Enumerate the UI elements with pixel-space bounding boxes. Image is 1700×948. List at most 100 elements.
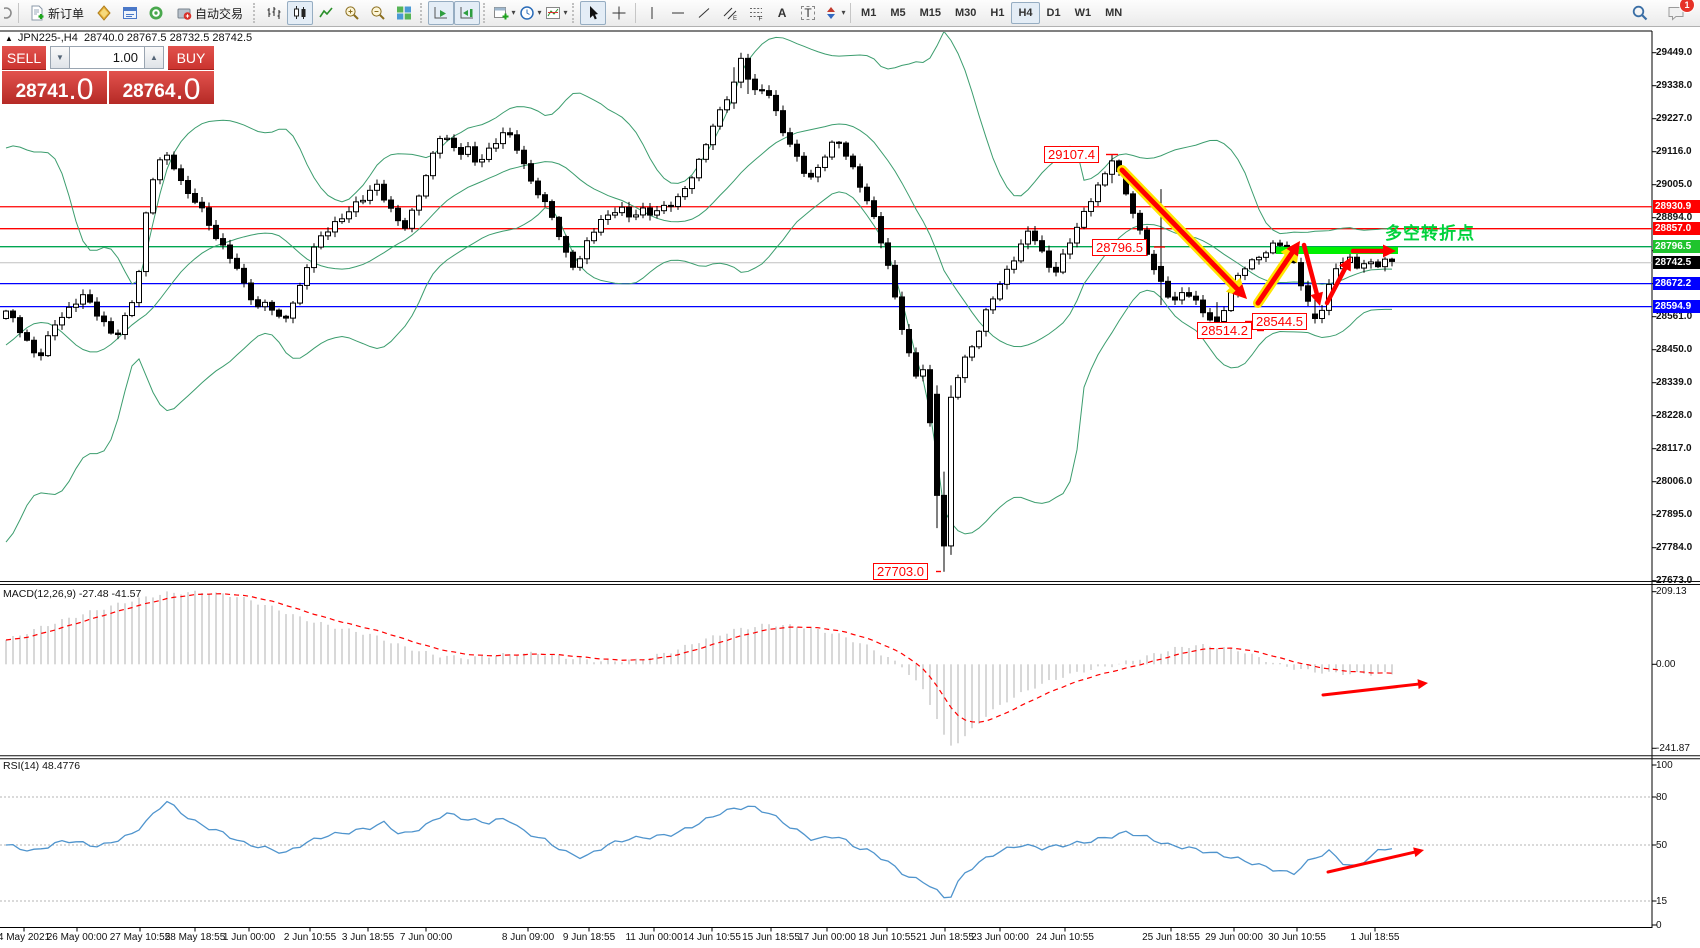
timeframe-mn[interactable]: MN: [1105, 7, 1123, 19]
time-tick-label: 29 Jun 00:00: [1205, 932, 1263, 943]
timeframe-d1[interactable]: D1: [1046, 7, 1061, 19]
price-level-label: 28930.9: [1653, 200, 1700, 214]
metaeditor-button[interactable]: [91, 1, 117, 25]
clipped-app-icon: [3, 1, 15, 25]
timeframe-w1[interactable]: W1: [1074, 7, 1092, 19]
price-label-annotation[interactable]: 29107.4: [1044, 146, 1099, 163]
new-order-button[interactable]: 新订单: [22, 1, 91, 25]
arrows-tool-dropdown[interactable]: ▾: [821, 1, 847, 25]
trendline-tool-button[interactable]: [691, 1, 717, 25]
volume-stepper: ▼ 1.00 ▲: [50, 46, 164, 69]
zoom-in-icon: [345, 6, 359, 20]
indicators-icon: [545, 7, 560, 19]
time-tick-label: 15 Jun 18:55: [742, 932, 800, 943]
channel-tool-button[interactable]: E: [717, 1, 743, 25]
tile-windows-button[interactable]: [391, 1, 417, 25]
new-order-icon: [31, 5, 44, 21]
timeframe-h1[interactable]: H1: [990, 7, 1005, 19]
buy-price[interactable]: 28764.0: [109, 71, 214, 105]
price-level-label: 28857.0: [1653, 222, 1700, 236]
bar-chart-mode-button[interactable]: [261, 1, 287, 25]
time-tick-label: 11 Jun 00:00: [625, 932, 683, 943]
vertical-line-icon: [651, 7, 653, 19]
price-label-annotation[interactable]: 28796.5: [1092, 239, 1147, 256]
new-order-label: 新订单: [48, 6, 85, 21]
price-label-annotation[interactable]: 28544.5: [1252, 313, 1307, 330]
note-text-annotation[interactable]: 多空转折点: [1385, 224, 1475, 243]
toolbar-separator: [18, 3, 19, 23]
volume-increase-button[interactable]: ▲: [144, 46, 164, 69]
timeframe-m1[interactable]: M1: [861, 7, 877, 19]
fibonacci-tool-button[interactable]: F: [743, 1, 769, 25]
chat-button[interactable]: 1: [1663, 0, 1695, 25]
svg-text:E: E: [733, 16, 737, 21]
price-tick-label: 29116.0: [1656, 146, 1692, 158]
macd-pane: [5, 590, 1393, 746]
timeframe-m5[interactable]: M5: [890, 7, 906, 19]
sell-button[interactable]: SELL: [2, 46, 46, 70]
time-tick-label: 9 Jun 18:55: [562, 932, 616, 943]
volume-decrease-button[interactable]: ▼: [50, 46, 70, 69]
terminal-button[interactable]: [117, 1, 143, 25]
terminal-window-icon: [123, 7, 138, 19]
timeframe-h4[interactable]: H4: [1011, 2, 1040, 24]
macd-signal-line: [5, 593, 1393, 723]
notification-badge: 1: [1679, 0, 1695, 13]
toolbar-right: 1: [1627, 0, 1697, 25]
auto-scroll-button[interactable]: [428, 1, 455, 25]
line-chart-mode-button[interactable]: [313, 1, 339, 25]
new-chart-dropdown[interactable]: ▾: [491, 1, 517, 25]
gold-diamond-icon: [97, 5, 111, 21]
cursor-tool-button[interactable]: [580, 1, 607, 25]
toolbar-grip: [253, 3, 258, 23]
crosshair-tool-button[interactable]: [606, 1, 632, 25]
macd-label: MACD(12,26,9) -27.48 -41.57: [3, 588, 142, 600]
price-tick-label: 27673.0: [1656, 575, 1693, 587]
sell-price-frac: .0: [68, 73, 94, 106]
time-tick-label: 24 Jun 10:55: [1036, 932, 1094, 943]
news-button[interactable]: [143, 1, 169, 25]
trendline-icon: [698, 8, 710, 18]
chevron-down-icon: ▾: [563, 8, 568, 17]
zoom-out-button[interactable]: [365, 1, 391, 25]
rsi-tick-label: 0: [1656, 919, 1662, 931]
autotrading-button[interactable]: 自动交易: [169, 1, 250, 25]
chart-shift-button[interactable]: [454, 1, 481, 25]
chart-shift-icon: [460, 7, 474, 19]
broadcast-icon: [149, 6, 163, 20]
buy-button[interactable]: BUY: [168, 46, 214, 70]
candlestick-mode-button[interactable]: [287, 1, 314, 25]
price-tick-label: 27784.0: [1656, 542, 1693, 554]
period-dropdown[interactable]: ▾: [517, 1, 543, 25]
timeframe-m15[interactable]: M15: [919, 7, 941, 19]
sell-price[interactable]: 28741.0: [2, 71, 107, 106]
text-tool-button[interactable]: A: [769, 1, 795, 25]
horizontal-line-tool-button[interactable]: [665, 1, 691, 25]
rsi-tick-label: 100: [1656, 759, 1673, 771]
time-tick-label: 17 Jun 00:00: [798, 932, 856, 943]
search-button[interactable]: [1627, 1, 1653, 25]
timeframe-m30[interactable]: M30: [955, 7, 977, 19]
bar-chart-icon: [267, 7, 281, 19]
price-label-annotation[interactable]: 27703.0: [873, 563, 928, 580]
auto-scroll-icon: [434, 7, 448, 19]
macd-tick-label: 0.00: [1656, 658, 1676, 670]
autotrading-label: 自动交易: [195, 6, 244, 21]
time-tick-label: 3 Jun 18:55: [341, 932, 395, 943]
vertical-line-tool-button[interactable]: [639, 1, 665, 25]
price-tick-label: 28450.0: [1656, 344, 1693, 356]
price-tick-label: 27895.0: [1656, 509, 1693, 521]
indicators-dropdown[interactable]: ▾: [543, 1, 569, 25]
toolbar-grip: [483, 3, 488, 23]
svg-text:F: F: [759, 16, 763, 22]
time-tick-label: 7 Jun 00:00: [399, 932, 453, 943]
time-tick-label: 23 Jun 00:00: [971, 932, 1029, 943]
collapse-triangle-icon: ▲: [5, 33, 13, 43]
volume-input[interactable]: 1.00: [70, 46, 144, 69]
candlestick-icon: [294, 6, 306, 19]
label-tool-button[interactable]: T: [795, 1, 821, 25]
price-label-annotation[interactable]: 28514.2: [1197, 322, 1252, 339]
rsi-label: RSI(14) 48.4776: [3, 760, 81, 772]
zoom-in-button[interactable]: [339, 1, 365, 25]
